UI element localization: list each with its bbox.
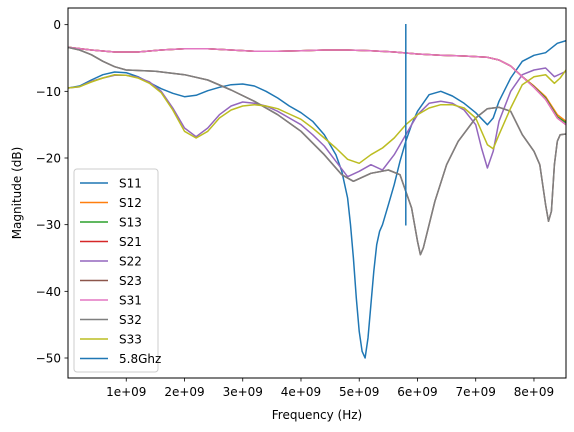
x-axis-title: Frequency (Hz) [272, 408, 363, 422]
y-tick-label: −20 [36, 152, 61, 166]
x-tick-label: 1e+09 [106, 385, 146, 399]
x-tick-label: 2e+09 [164, 385, 204, 399]
series-line-s31 [68, 46, 566, 126]
legend-label: S23 [119, 274, 142, 288]
series-line-s33 [68, 68, 566, 165]
x-tick-label: 4e+09 [281, 385, 321, 399]
legend-label: S12 [119, 196, 142, 210]
legend-label: S11 [119, 177, 142, 191]
y-tick-label: −40 [36, 285, 61, 299]
series-layer [68, 23, 566, 359]
y-axis-ticks: 0 −10 −20 −30 −40 −50 [36, 18, 68, 366]
legend-label: S13 [119, 216, 142, 230]
y-tick-label: −50 [36, 352, 61, 366]
y-tick-label: −30 [36, 218, 61, 232]
y-tick-label: 0 [53, 18, 61, 32]
legend-label: S33 [119, 333, 142, 347]
series-line-s32 [68, 46, 566, 256]
plot-area-frame [67, 7, 567, 379]
y-tick-label: −10 [36, 85, 61, 99]
series-line-s11 [68, 39, 566, 359]
legend-label: 5.8Ghz [119, 352, 161, 366]
x-tick-label: 7e+09 [456, 385, 496, 399]
legend-label: S32 [119, 313, 142, 327]
x-tick-label: 6e+09 [397, 385, 437, 399]
legend-label: S21 [119, 235, 142, 249]
x-axis-ticks: 1e+09 2e+09 3e+09 4e+09 5e+09 6e+09 7e+09 8e+09 [106, 378, 554, 399]
legend-label: S31 [119, 294, 142, 308]
legend: S11 S12 S13 S21 S22 S23 S31 S32 S33 5.8Ghz [73, 168, 161, 373]
legend-box [73, 168, 159, 373]
x-tick-label: 5e+09 [339, 385, 379, 399]
x-tick-label: 3e+09 [223, 385, 263, 399]
x-tick-label: 8e+09 [514, 385, 554, 399]
series-line-s22 [68, 67, 566, 178]
legend-label: S22 [119, 255, 142, 269]
y-axis-title: Magnitude (dB) [10, 147, 24, 240]
